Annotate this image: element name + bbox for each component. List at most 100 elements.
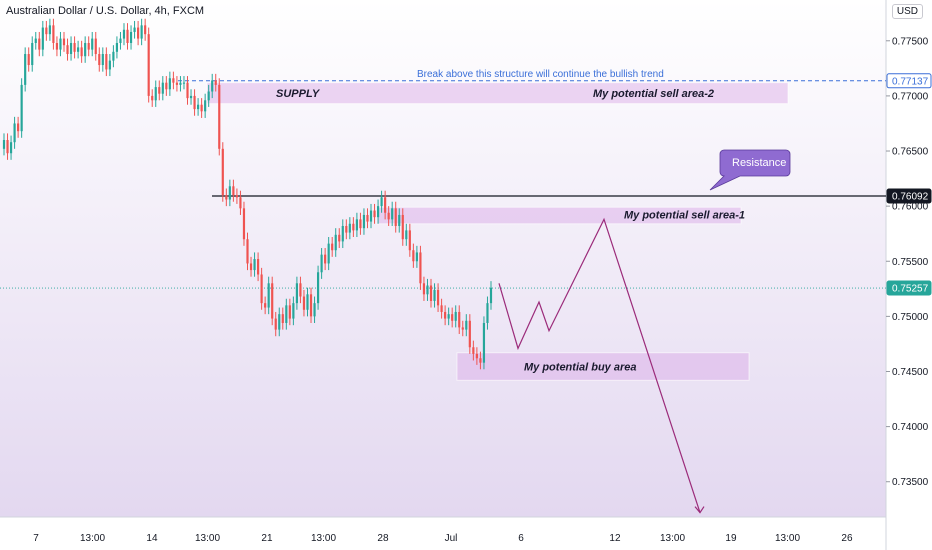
candle-body: [133, 27, 136, 32]
last-price-tag-box: [886, 280, 932, 296]
candle-body: [80, 47, 83, 57]
candle-body: [189, 95, 193, 99]
candle-body: [334, 234, 337, 251]
candle-body: [302, 296, 306, 310]
projected-path-arrowhead: [694, 506, 705, 514]
candle-body: [475, 353, 478, 359]
x-tick-label: 21: [261, 533, 273, 544]
candle-body: [151, 95, 154, 101]
candle-body: [264, 303, 267, 308]
x-tick-label: 28: [377, 533, 389, 544]
dashed-level-price-tag: 0.77137: [892, 76, 929, 87]
candle-body: [366, 214, 369, 222]
candle-body: [235, 195, 239, 198]
candle-body: [186, 82, 189, 99]
sell-area-2-label: My potential sell area-2: [593, 88, 714, 100]
candle-body: [271, 283, 274, 319]
sell-area-1-label: My potential sell area-1: [624, 209, 745, 221]
x-tick-label: 19: [725, 533, 737, 544]
candle-body: [256, 259, 260, 275]
candle-body: [154, 87, 157, 101]
candle-body: [200, 104, 203, 112]
projected-path: [498, 217, 701, 513]
x-tick-label: 12: [609, 533, 621, 544]
candle-body: [387, 212, 390, 220]
dashed-level-price-tag-box: [886, 73, 932, 89]
candle-body: [105, 54, 108, 70]
candle-body: [373, 210, 376, 218]
y-tick-label: 0.77000: [892, 91, 929, 102]
candle-body: [66, 45, 69, 55]
candle-body: [458, 311, 461, 328]
candle-body: [62, 38, 66, 46]
candle-body: [221, 148, 224, 196]
candle-body: [398, 214, 401, 226]
candle-body: [249, 263, 253, 271]
candle-body: [444, 311, 447, 319]
candle-body: [309, 294, 313, 317]
candle-body: [479, 358, 482, 363]
candle-body: [204, 100, 207, 112]
candle-body: [48, 25, 51, 35]
x-tick-label: 14: [146, 533, 158, 544]
candle-body: [52, 25, 55, 43]
candle-body: [115, 42, 119, 52]
candle-body: [281, 314, 284, 323]
candle-body: [401, 214, 404, 240]
candle-body: [175, 82, 179, 85]
candle-body: [158, 87, 161, 94]
zone-supply: [206, 82, 789, 105]
candle-body: [405, 230, 408, 240]
supply-label: SUPPLY: [276, 88, 321, 100]
candle-body: [87, 42, 90, 50]
currency-button[interactable]: USD: [891, 4, 923, 19]
candle-body: [84, 42, 87, 57]
candle-body: [341, 225, 344, 242]
candle-body: [172, 78, 175, 83]
candle-body: [426, 285, 429, 295]
y-tick-label: 0.75000: [892, 312, 929, 323]
candle-body: [422, 283, 426, 295]
candle-body: [348, 223, 351, 233]
candle-body: [59, 38, 62, 50]
x-tick-label: 13:00: [660, 533, 685, 544]
x-tick-label: 7: [33, 533, 39, 544]
candle-body: [55, 42, 59, 50]
candle-body: [98, 54, 101, 66]
candle-body: [313, 303, 316, 317]
x-tick-label: 13:00: [311, 533, 336, 544]
candle-body: [27, 54, 30, 66]
candle-body: [468, 320, 471, 348]
candle-body: [419, 252, 422, 284]
candle-body: [299, 283, 302, 297]
y-tick-label: 0.74000: [892, 422, 929, 433]
x-tick-label: 13:00: [775, 533, 800, 544]
candle-body: [228, 186, 231, 200]
candle-body: [211, 80, 214, 92]
candle-body: [165, 82, 168, 90]
candle-body: [451, 314, 454, 321]
candle-body: [24, 54, 27, 85]
candle-body: [295, 283, 298, 304]
candle-body: [34, 38, 37, 43]
candle-body: [31, 42, 34, 66]
candle-body: [415, 252, 418, 262]
buy-area-label: My potential buy area: [524, 361, 636, 373]
resistance-callout: [709, 149, 791, 191]
candle-body: [472, 347, 475, 354]
candle-body: [482, 322, 486, 363]
candle-body: [359, 219, 362, 229]
candle-body: [369, 210, 373, 222]
candle-body: [306, 294, 309, 310]
candle-body: [327, 243, 330, 264]
candle-body: [461, 327, 464, 330]
last-price-tag: 0.75257: [892, 284, 929, 295]
candle-body: [246, 239, 249, 264]
candle-body: [161, 82, 164, 94]
candle-body: [126, 29, 129, 43]
candle-body: [77, 47, 80, 52]
candle-body: [6, 139, 9, 154]
candle-body: [345, 225, 348, 233]
candle-body: [384, 197, 387, 213]
